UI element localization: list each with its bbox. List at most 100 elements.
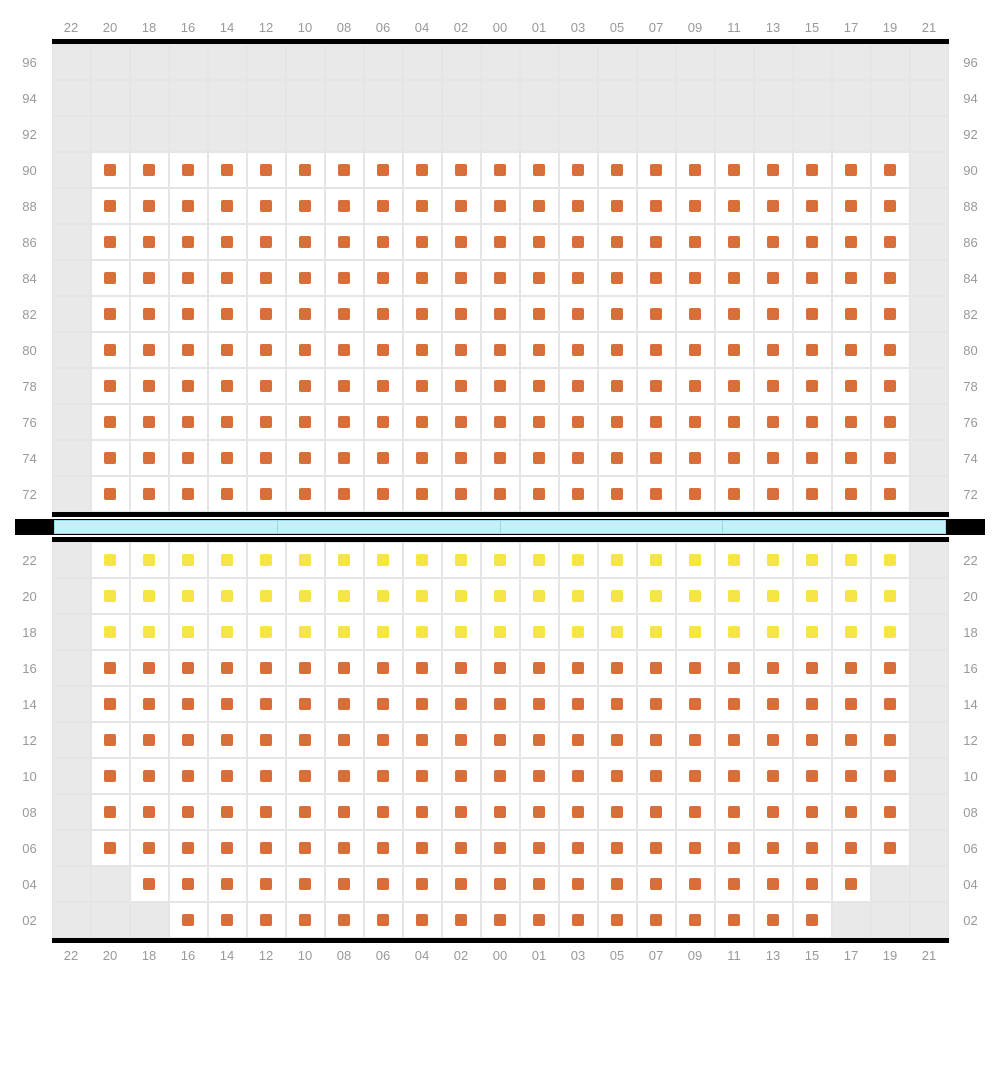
seat-dot[interactable] (221, 488, 233, 500)
seat-dot[interactable] (806, 590, 818, 602)
seat-dot[interactable] (533, 698, 545, 710)
seat-dot[interactable] (260, 698, 272, 710)
seat-dot[interactable] (650, 842, 662, 854)
seat-dot[interactable] (221, 416, 233, 428)
seat-dot[interactable] (689, 200, 701, 212)
seat-dot[interactable] (572, 344, 584, 356)
seat-dot[interactable] (533, 416, 545, 428)
seat-dot[interactable] (689, 308, 701, 320)
seat-dot[interactable] (299, 380, 311, 392)
seat-dot[interactable] (728, 380, 740, 392)
seat-dot[interactable] (182, 734, 194, 746)
seat-dot[interactable] (104, 842, 116, 854)
seat-dot[interactable] (806, 734, 818, 746)
seat-dot[interactable] (572, 878, 584, 890)
seat-dot[interactable] (299, 452, 311, 464)
seat-dot[interactable] (611, 626, 623, 638)
seat-dot[interactable] (338, 344, 350, 356)
seat-dot[interactable] (104, 344, 116, 356)
seat-dot[interactable] (650, 734, 662, 746)
seat-dot[interactable] (689, 590, 701, 602)
seat-dot[interactable] (494, 914, 506, 926)
seat-dot[interactable] (260, 662, 272, 674)
seat-dot[interactable] (416, 914, 428, 926)
seat-dot[interactable] (572, 200, 584, 212)
seat-dot[interactable] (416, 452, 428, 464)
seat-dot[interactable] (494, 662, 506, 674)
seat-dot[interactable] (416, 380, 428, 392)
seat-dot[interactable] (884, 734, 896, 746)
seat-dot[interactable] (455, 590, 467, 602)
seat-dot[interactable] (221, 842, 233, 854)
seat-dot[interactable] (377, 308, 389, 320)
seat-dot[interactable] (182, 806, 194, 818)
seat-dot[interactable] (767, 308, 779, 320)
seat-dot[interactable] (494, 770, 506, 782)
seat-dot[interactable] (104, 164, 116, 176)
seat-dot[interactable] (767, 236, 779, 248)
seat-dot[interactable] (884, 380, 896, 392)
seat-dot[interactable] (494, 308, 506, 320)
seat-dot[interactable] (221, 554, 233, 566)
seat-dot[interactable] (416, 878, 428, 890)
seat-dot[interactable] (494, 698, 506, 710)
seat-dot[interactable] (884, 590, 896, 602)
seat-dot[interactable] (689, 734, 701, 746)
seat-dot[interactable] (104, 272, 116, 284)
seat-dot[interactable] (728, 842, 740, 854)
seat-dot[interactable] (299, 488, 311, 500)
seat-dot[interactable] (494, 416, 506, 428)
seat-dot[interactable] (260, 416, 272, 428)
seat-dot[interactable] (104, 452, 116, 464)
seat-dot[interactable] (689, 770, 701, 782)
seat-dot[interactable] (767, 662, 779, 674)
seat-dot[interactable] (611, 200, 623, 212)
seat-dot[interactable] (260, 164, 272, 176)
seat-dot[interactable] (572, 380, 584, 392)
seat-dot[interactable] (845, 308, 857, 320)
seat-dot[interactable] (338, 416, 350, 428)
seat-dot[interactable] (260, 590, 272, 602)
seat-dot[interactable] (650, 590, 662, 602)
seat-dot[interactable] (611, 806, 623, 818)
seat-dot[interactable] (143, 236, 155, 248)
seat-dot[interactable] (338, 308, 350, 320)
seat-dot[interactable] (806, 200, 818, 212)
seat-dot[interactable] (650, 626, 662, 638)
seat-dot[interactable] (728, 416, 740, 428)
seat-dot[interactable] (845, 878, 857, 890)
seat-dot[interactable] (182, 488, 194, 500)
seat-dot[interactable] (572, 662, 584, 674)
seat-dot[interactable] (845, 590, 857, 602)
seat-dot[interactable] (221, 200, 233, 212)
seat-dot[interactable] (533, 344, 545, 356)
seat-dot[interactable] (182, 842, 194, 854)
seat-dot[interactable] (494, 272, 506, 284)
seat-dot[interactable] (377, 734, 389, 746)
seat-dot[interactable] (806, 914, 818, 926)
seat-dot[interactable] (494, 236, 506, 248)
seat-dot[interactable] (611, 878, 623, 890)
seat-dot[interactable] (338, 698, 350, 710)
seat-dot[interactable] (845, 626, 857, 638)
seat-dot[interactable] (299, 842, 311, 854)
seat-dot[interactable] (377, 272, 389, 284)
seat-dot[interactable] (845, 770, 857, 782)
seat-dot[interactable] (728, 662, 740, 674)
seat-dot[interactable] (533, 164, 545, 176)
seat-dot[interactable] (143, 488, 155, 500)
seat-dot[interactable] (767, 842, 779, 854)
seat-dot[interactable] (767, 380, 779, 392)
seat-dot[interactable] (806, 272, 818, 284)
seat-dot[interactable] (845, 164, 857, 176)
seat-dot[interactable] (806, 806, 818, 818)
seat-dot[interactable] (767, 344, 779, 356)
seat-dot[interactable] (377, 488, 389, 500)
seat-dot[interactable] (182, 164, 194, 176)
seat-dot[interactable] (299, 272, 311, 284)
seat-dot[interactable] (338, 806, 350, 818)
seat-dot[interactable] (572, 416, 584, 428)
seat-dot[interactable] (299, 770, 311, 782)
seat-dot[interactable] (416, 842, 428, 854)
seat-dot[interactable] (416, 344, 428, 356)
